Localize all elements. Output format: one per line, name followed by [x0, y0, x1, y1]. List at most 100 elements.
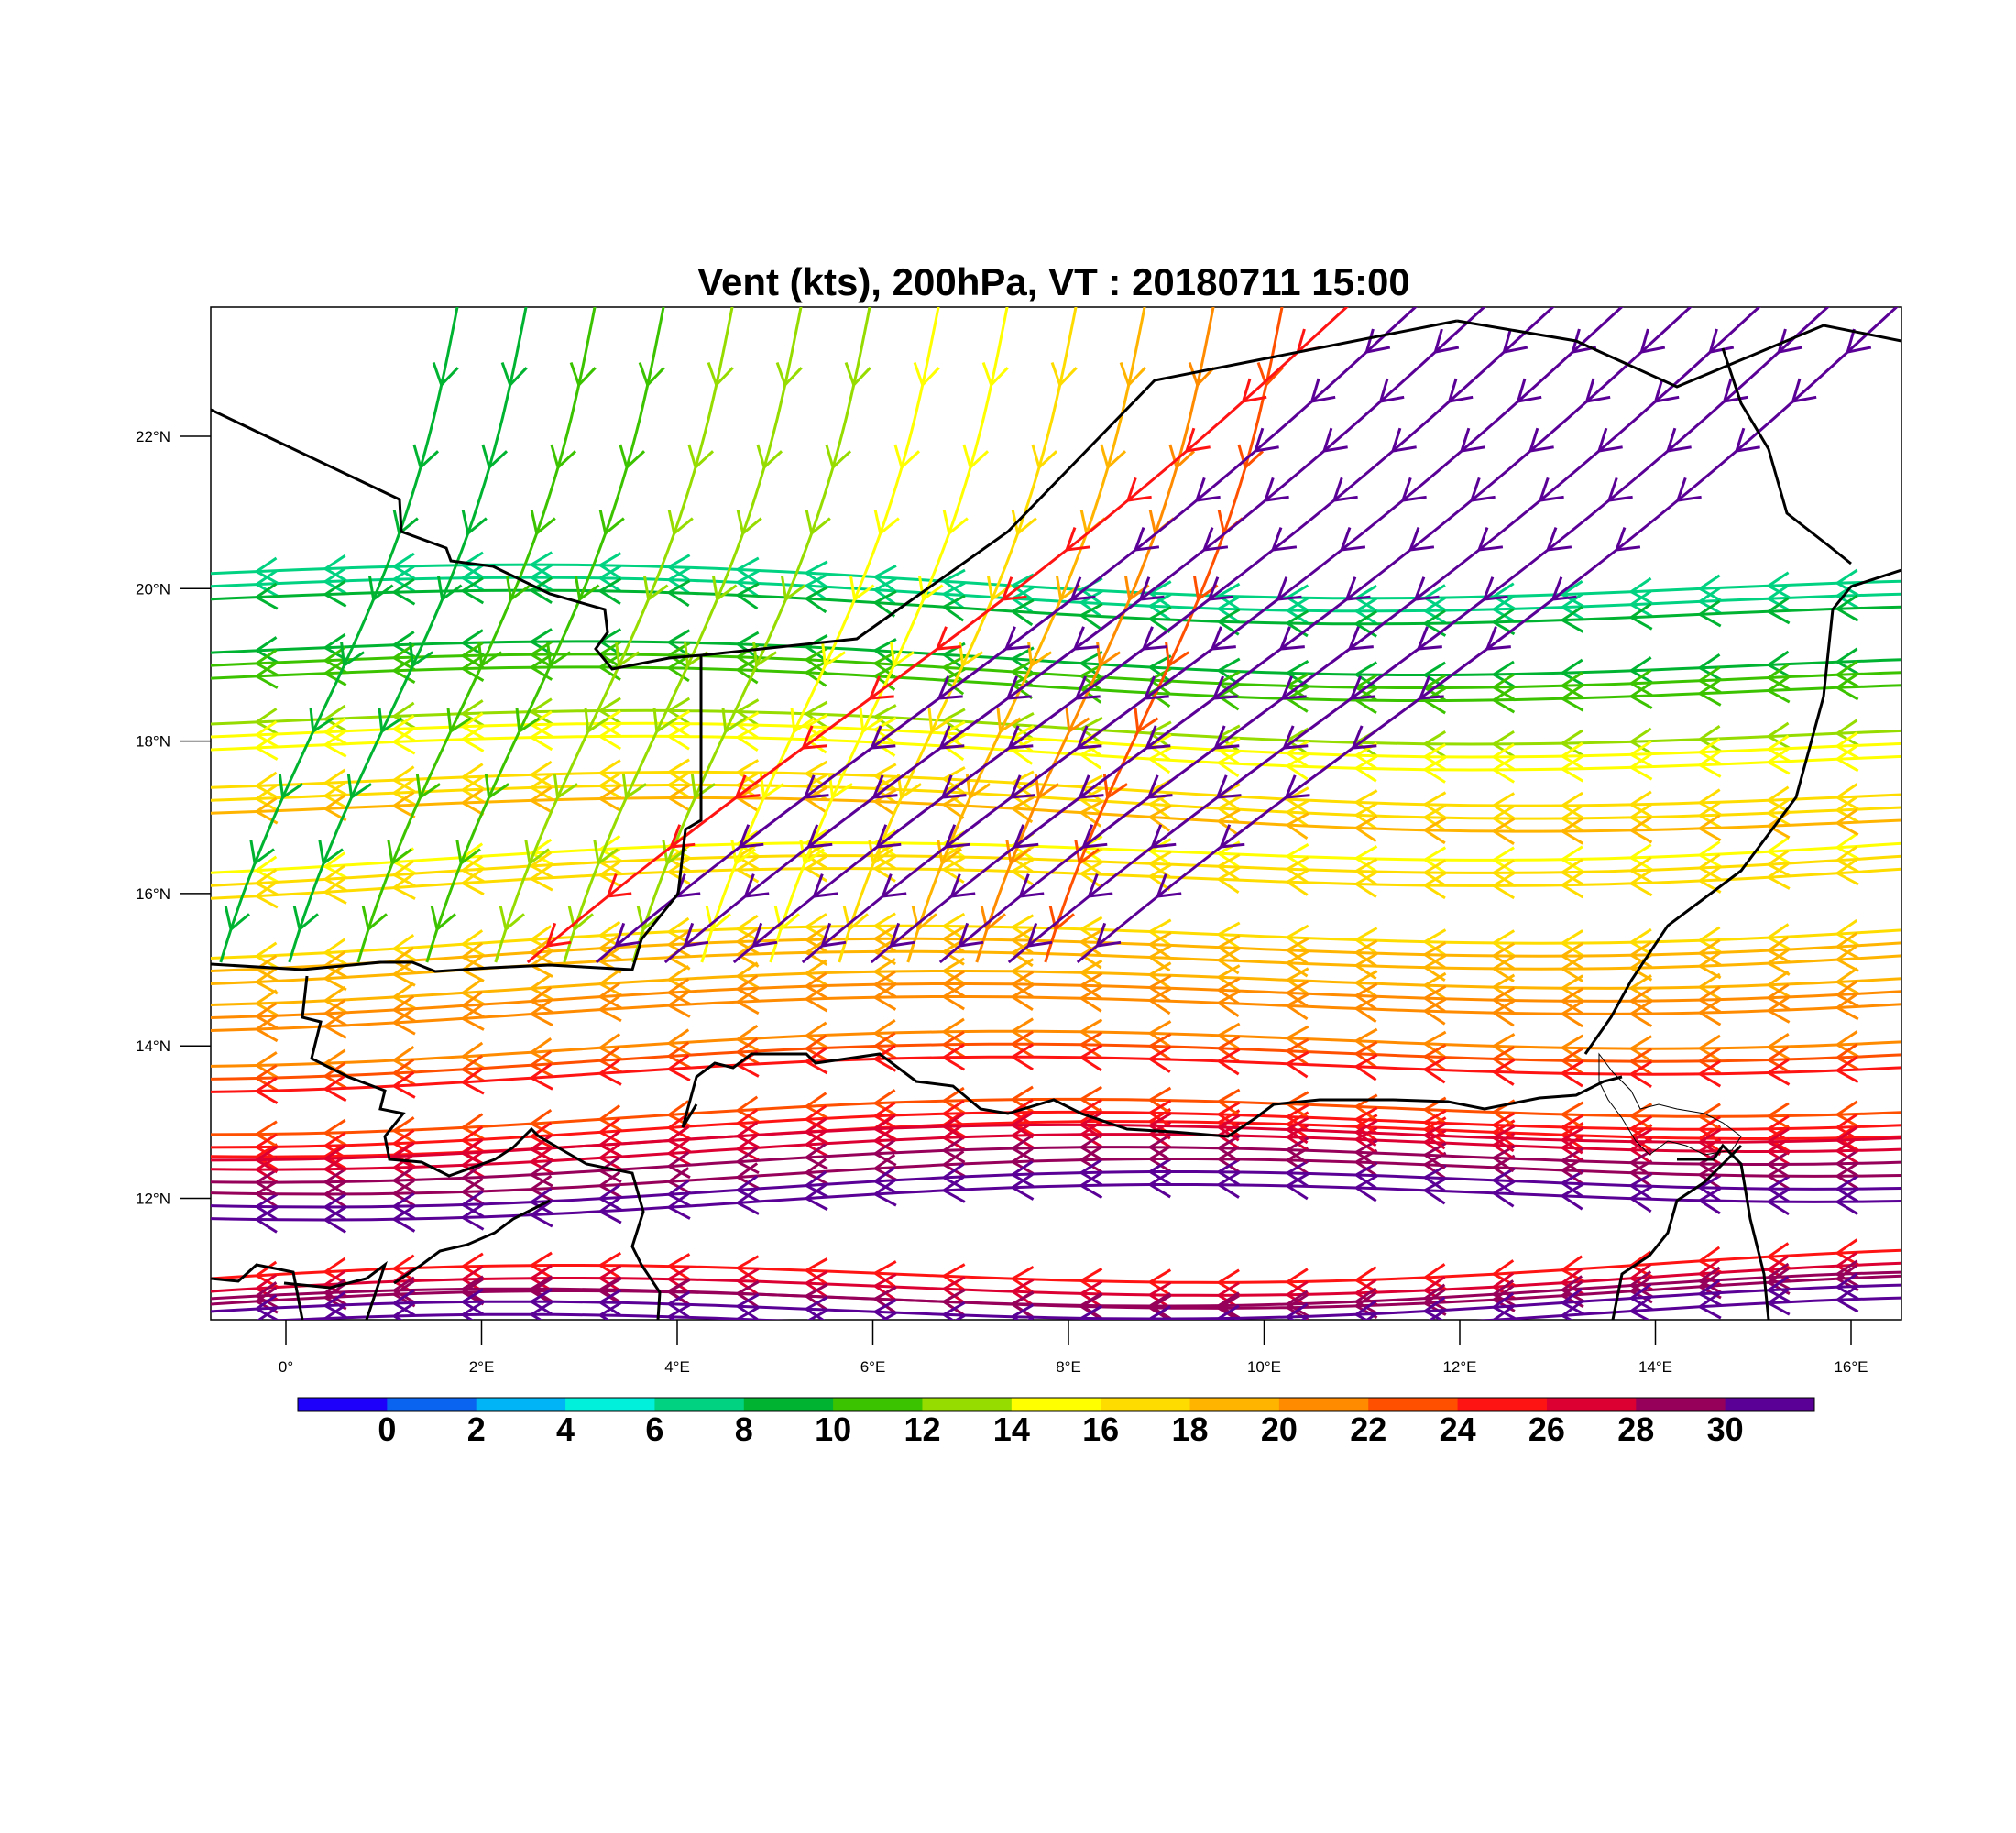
wind-arrowhead [683, 922, 709, 948]
wind-arrowhead [1697, 750, 1722, 778]
y-tick-label: 14°N [136, 1037, 170, 1055]
wind-arrowhead [1285, 1268, 1309, 1296]
wind-arrowhead [597, 1251, 622, 1279]
wind-arrowhead [872, 1166, 897, 1194]
wind-arrowhead [1628, 1159, 1653, 1188]
wind-arrowhead [666, 566, 691, 595]
wind-arrowhead [254, 569, 279, 598]
wind-arrowhead [257, 1307, 278, 1320]
wind-arrowhead [842, 906, 869, 932]
wind-arrowhead [1147, 838, 1172, 865]
wind-arrowhead [597, 1059, 622, 1086]
wind-arrowhead [1150, 824, 1177, 849]
wind-arrowhead [1422, 756, 1447, 784]
wind-arrowhead [1156, 873, 1182, 898]
wind-arrowhead [735, 927, 760, 955]
wind-arrowhead [872, 1114, 897, 1142]
wind-streamline [211, 708, 1901, 746]
wind-arrowhead [1628, 1149, 1653, 1177]
wind-arrowhead [1560, 1169, 1584, 1198]
wind-arrowhead [827, 774, 853, 800]
wind-arrowhead [1010, 983, 1035, 1012]
wind-arrowhead [505, 576, 531, 602]
wind-arrowhead [1210, 626, 1236, 651]
wind-streamline [211, 1170, 1901, 1209]
wind-arrowhead [1339, 527, 1366, 552]
wind-arrowhead [1697, 1279, 1722, 1307]
wind-arrowhead [1285, 1302, 1309, 1320]
wind-arrowhead [597, 1104, 622, 1132]
wind-arrowhead [804, 1129, 828, 1158]
wind-arrowhead [666, 1180, 691, 1207]
wind-arrowhead [1835, 796, 1859, 824]
wind-arrowhead [1628, 740, 1653, 768]
border-niger-nigeria [681, 1052, 1623, 1138]
wind-arrowhead [1835, 660, 1859, 688]
wind-arrowhead [872, 577, 897, 605]
wind-arrowhead [1237, 444, 1265, 470]
wind-arrowhead [597, 1143, 622, 1170]
wind-arrowhead [529, 1121, 553, 1149]
colorbar-segment [1636, 1398, 1726, 1411]
wind-arrowhead [893, 444, 921, 470]
wind-arrowhead [1147, 987, 1172, 1015]
wind-arrowhead [743, 873, 770, 898]
wind-arrowhead [460, 629, 485, 656]
wind-arrowhead [1134, 707, 1159, 734]
wind-arrowhead [1560, 741, 1584, 770]
wind-arrowhead [941, 982, 965, 1011]
wind-arrowhead [666, 991, 691, 1018]
wind-streamline [356, 307, 597, 963]
wind-arrowhead [821, 642, 847, 668]
wind-arrowhead [1353, 1139, 1378, 1167]
wind-arrowhead [1079, 787, 1103, 815]
wind-arrowhead [1010, 939, 1035, 968]
wind-arrowhead [804, 659, 828, 687]
wind-streamline [211, 841, 1901, 874]
wind-arrowhead [1285, 660, 1309, 687]
wind-arrowhead [1147, 1099, 1172, 1127]
wind-arrowhead [460, 1150, 485, 1179]
wind-streamline [211, 867, 1901, 900]
wind-streamline [211, 721, 1901, 759]
wind-arrowhead [1491, 686, 1516, 714]
wind-arrowhead [872, 958, 897, 985]
wind-arrowhead [1147, 918, 1172, 947]
wind-arrowhead [597, 1264, 622, 1292]
wind-arrowhead [1628, 869, 1653, 897]
wind-streamline [211, 1248, 1901, 1284]
wind-arrowhead [1628, 1048, 1652, 1076]
wind-arrowhead [1433, 328, 1460, 354]
wind-arrowhead [481, 444, 509, 470]
wind-arrowhead [1079, 928, 1103, 957]
wind-arrowhead [1628, 682, 1653, 709]
wind-arrowhead [1697, 926, 1722, 954]
wind-arrowhead [1835, 1125, 1859, 1154]
wind-arrowhead [1697, 788, 1722, 817]
wind-arrowhead [666, 978, 691, 1005]
wind-arrowhead [1835, 1272, 1859, 1301]
wind-arrowhead [804, 1257, 828, 1285]
colorbar-segment [1368, 1398, 1459, 1411]
wind-arrowhead [801, 725, 827, 750]
wind-arrowhead [872, 1260, 897, 1288]
y-tick-label: 12°N [136, 1191, 170, 1208]
wind-streamline [211, 1183, 1901, 1222]
wind-arrowhead [1766, 1242, 1791, 1269]
wind-arrowhead [1353, 789, 1378, 818]
wind-arrowhead [1074, 675, 1101, 700]
wind-arrowhead [1079, 651, 1103, 678]
wind-arrowhead [1285, 752, 1309, 781]
wind-arrowhead [1766, 1262, 1791, 1290]
colorbar-label: 8 [735, 1410, 753, 1448]
country-borders [211, 319, 1901, 1320]
wind-arrowhead [1560, 684, 1584, 712]
wind-arrowhead [391, 1205, 416, 1233]
wind-arrowhead [1628, 1185, 1653, 1213]
wind-arrowhead [1422, 984, 1447, 1013]
wind-arrowhead [529, 1277, 553, 1305]
wind-arrowhead [1076, 725, 1102, 750]
wind-arrowhead [941, 1099, 966, 1127]
wind-arrowhead [735, 1121, 760, 1149]
wind-arrowhead [1550, 576, 1577, 601]
